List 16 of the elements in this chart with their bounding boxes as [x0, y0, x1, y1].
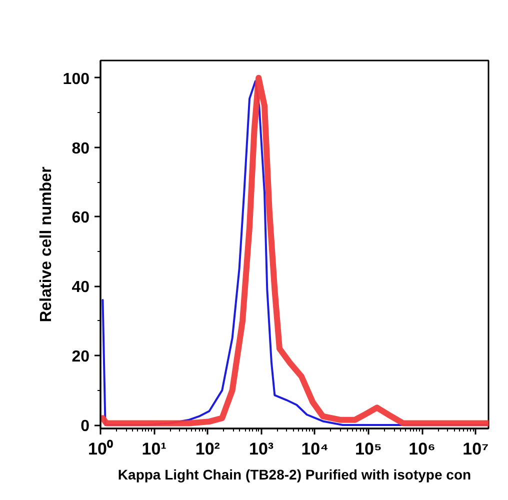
y-axis-title: Relative cell number: [38, 166, 55, 322]
x-axis-title: Kappa Light Chain (TB28-2) Purified with isotype con: [118, 466, 472, 482]
x-tick-label: 10⁷: [462, 440, 489, 458]
x-tick-label: 10⁵: [355, 440, 382, 458]
x-tick-label: 10¹: [142, 440, 167, 458]
y-tick-label: 40: [72, 279, 90, 296]
x-tick-label: 10⁴: [301, 440, 329, 458]
y-tick-label: 60: [72, 210, 90, 227]
y-tick-label: 80: [72, 140, 90, 158]
y-tick-label: 0: [80, 418, 90, 436]
x-tick-label: 10⁰: [88, 440, 113, 458]
x-tick-label: 10³: [248, 440, 274, 458]
x-tick-label: 10⁶: [408, 440, 436, 458]
x-tick-label: 10²: [195, 440, 220, 458]
y-tick-label: 20: [72, 348, 90, 366]
y-tick-label: 100: [62, 70, 90, 88]
